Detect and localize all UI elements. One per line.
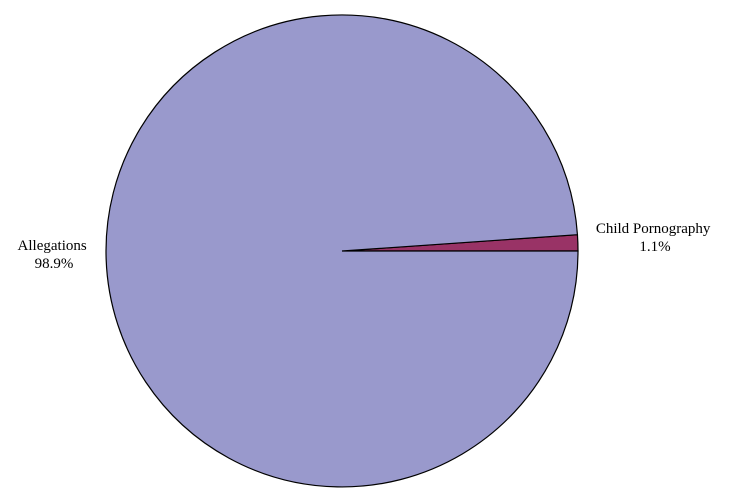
pie-slices xyxy=(105,14,579,488)
slice-label-child-pornography: Child Pornography 1.1% xyxy=(596,221,714,255)
slice-label-name: Allegations xyxy=(18,238,87,254)
slice-label-percent: 1.1% xyxy=(639,239,670,255)
slice-label-name: Child Pornography xyxy=(596,221,711,237)
slice-label-percent: 98.9% xyxy=(35,256,74,272)
slice-label-allegations: Allegations 98.9% xyxy=(18,238,91,272)
pie-slice-allegations xyxy=(105,14,579,488)
